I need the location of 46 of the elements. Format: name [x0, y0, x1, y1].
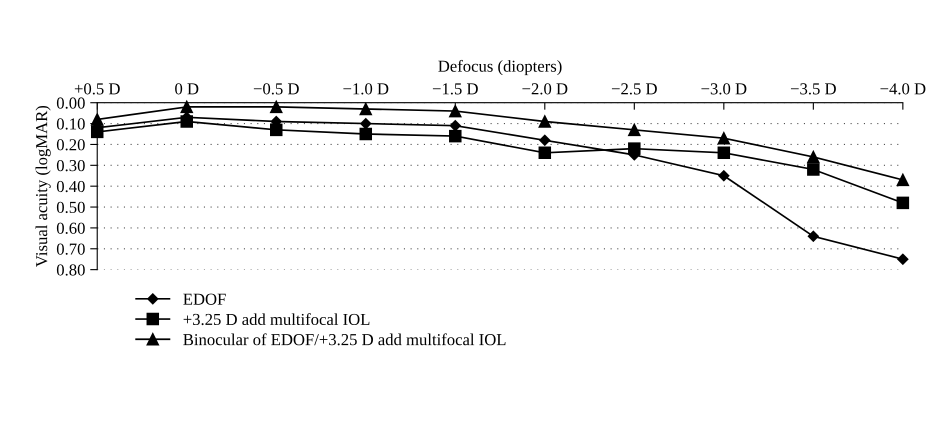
y-tick-label: 0.80 [56, 264, 85, 276]
x-tick-label: −2.5 D [612, 83, 657, 95]
y-tick-label: 0.40 [56, 180, 85, 192]
point [270, 124, 283, 136]
y-tick-label: 0.20 [56, 139, 85, 150]
x-tick-label: 0 D [175, 83, 198, 94]
point [808, 230, 819, 242]
point [897, 254, 908, 265]
point [807, 150, 820, 164]
legend-label: +3.25 D add multifocal IOL [184, 313, 370, 326]
y-tick-label: 0.50 [56, 202, 85, 214]
point [896, 196, 910, 210]
point [270, 100, 283, 114]
point [538, 115, 552, 128]
y-tick-label: 0.30 [56, 160, 85, 172]
legend-label: EDOF [183, 294, 226, 305]
point [896, 174, 910, 186]
point [628, 124, 641, 136]
y-tick-label: 0.70 [56, 243, 85, 255]
x-axis-title: Defocus (diopters) [438, 60, 562, 76]
x-tick-label: −3.5 D [790, 83, 836, 95]
point [449, 130, 462, 142]
legend-label: Binocular of EDOF/+3.25 D add multifocal IOL [183, 333, 506, 346]
point [360, 118, 372, 130]
x-tick-label: −4.0 D [880, 83, 926, 95]
point [539, 134, 550, 146]
point [449, 104, 462, 118]
point [180, 100, 193, 114]
point [360, 102, 372, 116]
point [718, 146, 730, 160]
y-tick-label: 0.60 [56, 222, 85, 234]
point [718, 170, 730, 182]
x-tick-label: −3.0 D [701, 83, 746, 95]
point [538, 146, 552, 160]
x-tick-label: −2.0 D [522, 83, 568, 95]
point [360, 128, 372, 140]
x-tick-label: −1.0 D [343, 83, 388, 95]
y-tick-label: 0.00 [56, 97, 85, 109]
y-axis-title: Visual acuity (logMAR) [36, 106, 51, 267]
y-tick-label: 0.10 [56, 118, 85, 130]
x-tick-label: +0.5 D [74, 83, 120, 95]
x-tick-label: −0.5 D [254, 83, 299, 95]
point [718, 132, 730, 144]
point [807, 163, 820, 176]
point [450, 120, 461, 132]
x-tick-label: −1.5 D [432, 83, 478, 95]
